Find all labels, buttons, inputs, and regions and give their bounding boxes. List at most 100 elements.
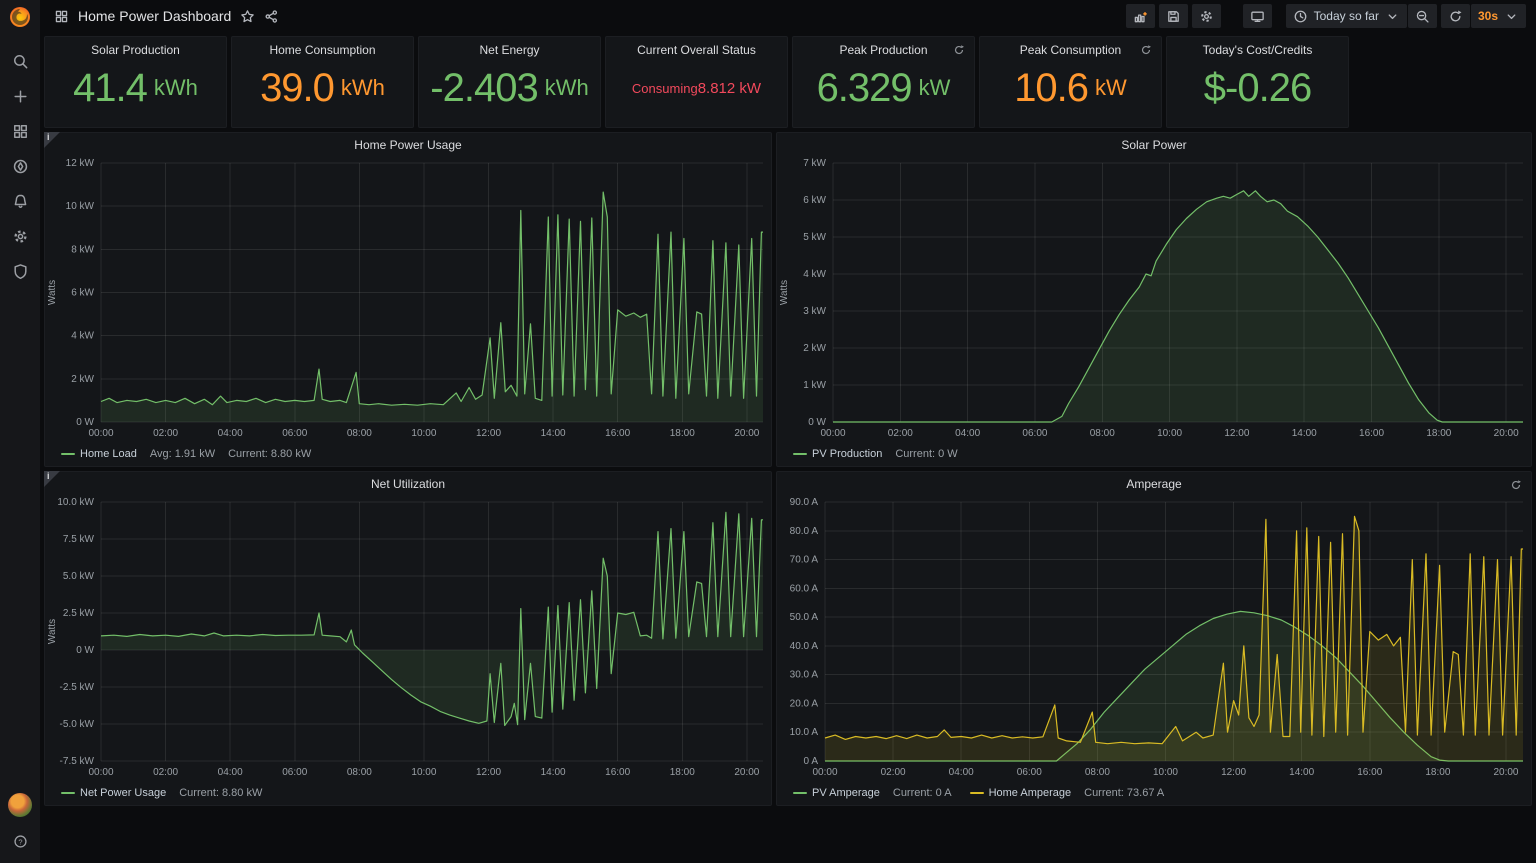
star-icon[interactable] [240, 9, 255, 24]
panel-home-power-usage: i Home Power Usage 0 W 2 kW 4 kW 6 kW 8 kW 10 k… [44, 132, 772, 467]
panel-title[interactable]: Amperage [1126, 477, 1182, 491]
legend-series-stat: Current: 8.80 kW [228, 448, 312, 460]
legend-item[interactable]: Net Power Usage Current: 8.80 kW [61, 787, 262, 799]
add-panel-button[interactable] [1125, 4, 1155, 28]
legend-series-name: Home Load [80, 448, 137, 460]
svg-text:12 kW: 12 kW [66, 158, 95, 169]
grafana-logo[interactable] [0, 0, 40, 34]
svg-text:2.5 kW: 2.5 kW [63, 608, 95, 619]
legend-series-name: PV Production [812, 448, 883, 460]
svg-text:18:00: 18:00 [1425, 767, 1450, 778]
panel-title[interactable]: Solar Production [91, 43, 180, 57]
panel-title[interactable]: Home Consumption [269, 43, 376, 57]
chart-legend: PV Production Current: 0 W [777, 442, 1531, 466]
stat-unit: kWh [340, 75, 385, 100]
user-avatar[interactable] [8, 793, 32, 817]
help-icon: ? [13, 834, 28, 849]
sidebar-item-create[interactable] [6, 87, 34, 111]
svg-text:70.0 A: 70.0 A [790, 555, 819, 566]
chart-svg: 0 W 1 kW 2 kW 3 kW 4 kW 5 kW 6 kW 7 kW 00:00 02:0… [779, 158, 1523, 439]
refresh-interval-label: 30s [1477, 9, 1498, 23]
stat-value: 39.0 kWh [232, 57, 413, 127]
svg-text:20:00: 20:00 [734, 767, 759, 778]
legend-series-stat: Current: 0 W [895, 448, 958, 460]
panel-solar-power: Solar Power 0 W 1 kW 2 kW 3 kW 4 kW 5 kW 6 kW 7 … [776, 132, 1532, 467]
sidebar-item-server-admin[interactable] [6, 262, 34, 286]
legend-series-swatch [969, 792, 984, 794]
svg-text:02:00: 02:00 [153, 428, 178, 439]
svg-text:12:00: 12:00 [1221, 767, 1246, 778]
sidebar-item-configuration[interactable] [6, 227, 34, 251]
status-value: Consuming 8.812 kW [606, 57, 787, 127]
refresh-button[interactable] [1440, 4, 1470, 28]
panel-refresh-icon[interactable] [1140, 43, 1152, 55]
zoom-out-button[interactable] [1407, 4, 1437, 28]
panel-peak-production: Peak Production 6.329 kW [792, 36, 975, 128]
sidebar: ? [0, 0, 40, 863]
svg-text:16:00: 16:00 [605, 428, 630, 439]
svg-text:2 kW: 2 kW [71, 374, 94, 385]
time-range-picker[interactable]: Today so far [1285, 4, 1407, 28]
share-icon[interactable] [264, 9, 279, 24]
stat-number: 41.4 [73, 66, 148, 110]
sidebar-item-dashboards[interactable] [6, 122, 34, 146]
panel-title[interactable]: Net Energy [479, 43, 540, 57]
svg-text:00:00: 00:00 [88, 428, 113, 439]
panel-amperage: Amperage 0 A 10.0 A 20.0 A 30.0 A 40.0 A 50.0 … [776, 471, 1532, 806]
svg-text:10:00: 10:00 [411, 428, 436, 439]
topbar: Home Power Dashboard Today so far [40, 0, 1536, 32]
legend-item[interactable]: Home Amperage Current: 73.67 A [969, 787, 1164, 799]
dashboard-settings-button[interactable] [1191, 4, 1221, 28]
stat-unit: kWh [153, 75, 198, 100]
chart-legend: Home Load Avg: 1.91 kW Current: 8.80 kW [45, 442, 771, 466]
svg-text:40.0 A: 40.0 A [790, 641, 819, 652]
legend-item[interactable]: PV Amperage Current: 0 A [793, 787, 952, 799]
clock-icon [1293, 9, 1308, 24]
svg-text:20:00: 20:00 [1494, 428, 1519, 439]
legend-item[interactable]: PV Production Current: 0 W [793, 448, 958, 460]
panel-title[interactable]: Today's Cost/Credits [1202, 43, 1313, 57]
chart-canvas-net-utilization[interactable]: -7.5 kW -5.0 kW -2.5 kW 0 W 2.5 kW 5.0 kW 7.5 … [45, 496, 771, 781]
stat-unit: kWh [544, 75, 589, 100]
panel-title[interactable]: Peak Production [839, 43, 928, 57]
panel-title[interactable]: Net Utilization [370, 477, 446, 491]
svg-text:04:00: 04:00 [949, 767, 974, 778]
panel-title[interactable]: Peak Consumption [1019, 43, 1122, 57]
svg-text:10 kW: 10 kW [66, 201, 95, 212]
svg-text:20.0 A: 20.0 A [790, 698, 819, 709]
sidebar-item-search[interactable] [6, 52, 34, 76]
stat-number: 10.6 [1014, 66, 1089, 110]
panel-refresh-icon[interactable] [1510, 478, 1522, 490]
panel-title[interactable]: Home Power Usage [354, 138, 462, 152]
sidebar-item-explore[interactable] [6, 157, 34, 181]
dashboard-title[interactable]: Home Power Dashboard [78, 8, 232, 24]
svg-text:06:00: 06:00 [1022, 428, 1047, 439]
sidebar-item-alerting[interactable] [6, 192, 34, 216]
chart-canvas-amperage[interactable]: 0 A 10.0 A 20.0 A 30.0 A 40.0 A 50.0 A 60.0 A 7… [777, 496, 1531, 781]
panel-title[interactable]: Current Overall Status [637, 43, 756, 57]
svg-text:?: ? [18, 837, 22, 846]
grafana-logo-icon [10, 7, 30, 27]
svg-text:12:00: 12:00 [476, 767, 501, 778]
refresh-interval-picker[interactable]: 30s [1470, 4, 1526, 28]
stat-number: $-0.26 [1203, 66, 1312, 110]
panel-info-corner-icon[interactable]: i [44, 132, 60, 148]
legend-series-name: PV Amperage [812, 787, 880, 799]
legend-item[interactable]: Home Load Avg: 1.91 kW Current: 8.80 kW [61, 448, 311, 460]
add-panel-icon [1133, 9, 1148, 24]
svg-text:5 kW: 5 kW [803, 232, 826, 243]
panel-refresh-icon[interactable] [953, 43, 965, 55]
svg-text:7.5 kW: 7.5 kW [63, 534, 95, 545]
tv-mode-button[interactable] [1242, 4, 1272, 28]
svg-text:4 kW: 4 kW [71, 331, 94, 342]
chart-canvas-home-power-usage[interactable]: 0 W 2 kW 4 kW 6 kW 8 kW 10 kW 12 kW 00:00 02:00 0… [45, 157, 771, 442]
svg-text:1 kW: 1 kW [803, 380, 826, 391]
sidebar-item-help[interactable]: ? [6, 829, 34, 853]
svg-text:06:00: 06:00 [282, 428, 307, 439]
compass-icon [12, 158, 29, 180]
svg-text:8 kW: 8 kW [71, 244, 94, 255]
panel-title[interactable]: Solar Power [1121, 138, 1187, 152]
panel-info-corner-icon[interactable]: i [44, 471, 60, 487]
save-dashboard-button[interactable] [1158, 4, 1188, 28]
chart-canvas-solar-power[interactable]: 0 W 1 kW 2 kW 3 kW 4 kW 5 kW 6 kW 7 kW 00:00 02:0… [777, 157, 1531, 442]
